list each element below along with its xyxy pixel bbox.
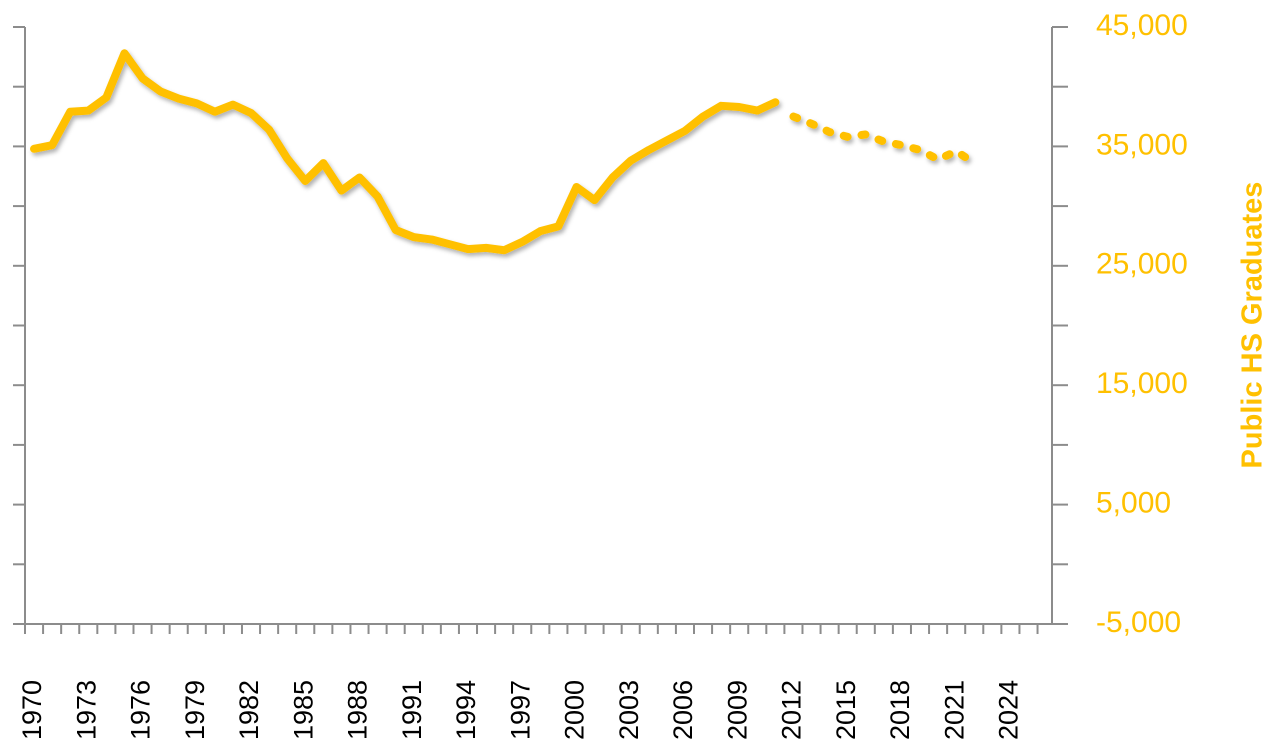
x-tick-label: 2003 <box>614 680 644 740</box>
x-tick-label: 1994 <box>451 680 481 740</box>
x-tick-label: 2024 <box>994 680 1024 740</box>
x-tick-label: 1988 <box>343 680 373 740</box>
y-axis-label: Public HS Graduates <box>1237 182 1269 469</box>
y2-tick-label: -5,000 <box>1096 606 1181 639</box>
x-tick-label: 2015 <box>831 680 861 740</box>
x-tick-label: 2012 <box>777 680 807 740</box>
x-tick-label: 1982 <box>234 680 264 740</box>
x-tick-label: 1991 <box>397 680 427 740</box>
y2-tick-label: 25,000 <box>1096 248 1188 281</box>
y2-tick-label: 35,000 <box>1096 128 1188 161</box>
x-tick-label: 1985 <box>288 680 318 740</box>
x-tick-label: 2021 <box>939 680 969 740</box>
x-tick-label: 1979 <box>180 680 210 740</box>
x-tick-label: 2009 <box>722 680 752 740</box>
x-tick-label: 2000 <box>560 680 590 740</box>
x-tick-label: 1976 <box>126 680 156 740</box>
x-tick-label: 2018 <box>885 680 915 740</box>
x-tick-label: 1970 <box>17 680 47 740</box>
y2-tick-label: 15,000 <box>1096 367 1188 400</box>
y2-tick-label: 5,000 <box>1096 487 1171 520</box>
y2-tick-label: 45,000 <box>1096 9 1188 42</box>
projected-line <box>789 112 979 168</box>
x-tick-label: 1997 <box>505 680 535 740</box>
x-tick-label: 1973 <box>71 680 101 740</box>
line <box>30 49 780 255</box>
x-tick-label: 2006 <box>668 680 698 740</box>
